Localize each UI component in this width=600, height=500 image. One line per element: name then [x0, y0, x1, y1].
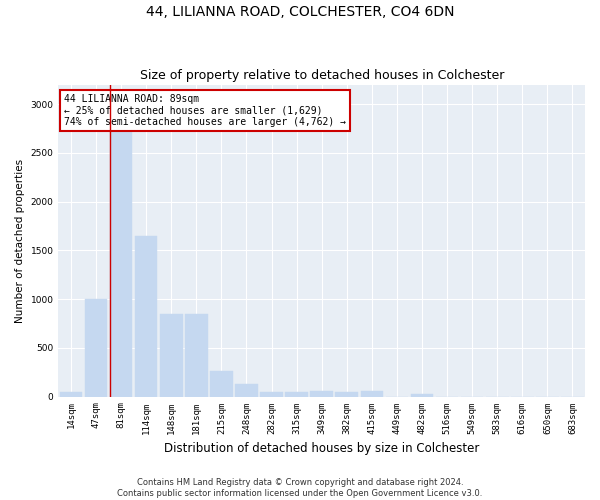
Bar: [135, 236, 157, 396]
X-axis label: Distribution of detached houses by size in Colchester: Distribution of detached houses by size …: [164, 442, 479, 455]
Bar: [310, 391, 333, 396]
Bar: [110, 104, 133, 397]
Bar: [59, 392, 82, 396]
Text: Contains HM Land Registry data © Crown copyright and database right 2024.
Contai: Contains HM Land Registry data © Crown c…: [118, 478, 482, 498]
Bar: [411, 394, 433, 396]
Text: 44, LILIANNA ROAD, COLCHESTER, CO4 6DN: 44, LILIANNA ROAD, COLCHESTER, CO4 6DN: [146, 5, 454, 19]
Text: 44 LILIANNA ROAD: 89sqm
← 25% of detached houses are smaller (1,629)
74% of semi: 44 LILIANNA ROAD: 89sqm ← 25% of detache…: [64, 94, 346, 127]
Bar: [235, 384, 258, 396]
Y-axis label: Number of detached properties: Number of detached properties: [15, 158, 25, 322]
Bar: [160, 314, 182, 396]
Bar: [85, 299, 107, 396]
Bar: [286, 392, 308, 396]
Bar: [260, 392, 283, 396]
Bar: [361, 391, 383, 396]
Title: Size of property relative to detached houses in Colchester: Size of property relative to detached ho…: [140, 69, 504, 82]
Bar: [185, 314, 208, 396]
Bar: [210, 371, 233, 396]
Bar: [335, 392, 358, 396]
